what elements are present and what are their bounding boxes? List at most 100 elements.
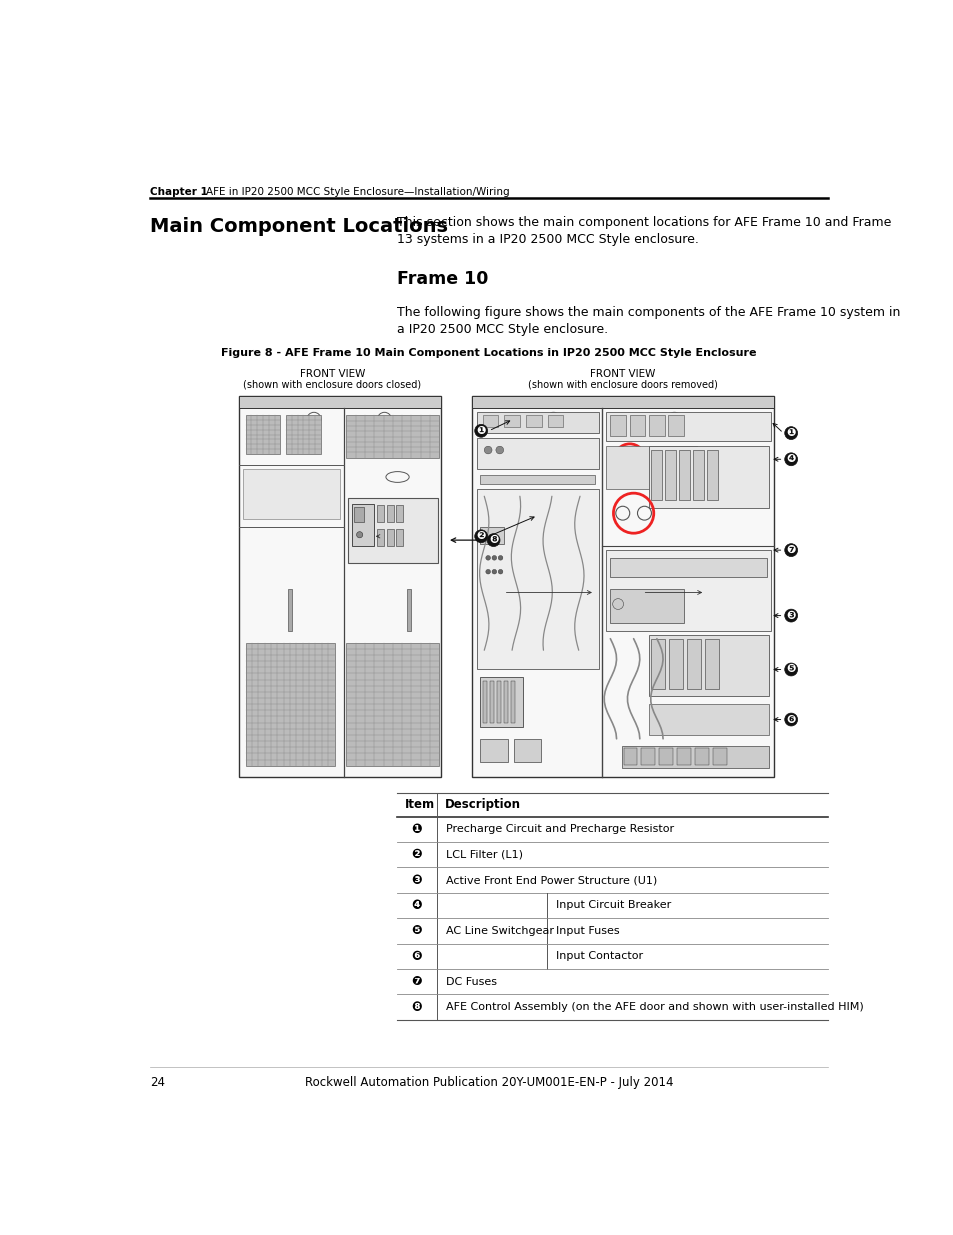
Text: AFE Control Assembly (on the AFE door and shown with user-installed HIM): AFE Control Assembly (on the AFE door an… [446, 1002, 863, 1013]
Text: Input Fuses: Input Fuses [556, 926, 619, 936]
Circle shape [484, 446, 492, 454]
Bar [693, 450, 703, 500]
Text: Active Front End Power Structure (U1): Active Front End Power Structure (U1) [446, 876, 657, 885]
Bar [346, 642, 439, 766]
Text: FRONT VIEW: FRONT VIEW [299, 369, 365, 379]
Bar [664, 450, 676, 500]
Bar [712, 748, 726, 764]
Bar [704, 638, 719, 689]
Text: ❻: ❻ [785, 715, 795, 725]
Bar [476, 438, 598, 469]
Bar [640, 748, 655, 764]
Text: ❽: ❽ [411, 1000, 422, 1014]
Bar [354, 508, 363, 522]
Bar [606, 411, 770, 441]
Text: ❶: ❶ [476, 426, 485, 436]
Text: The following figure shows the main components of the AFE Frame 10 system in: The following figure shows the main comp… [396, 306, 899, 319]
Text: ❶: ❶ [785, 429, 795, 438]
Bar [610, 558, 766, 577]
Text: ❺: ❺ [785, 664, 795, 674]
Bar [669, 638, 682, 689]
Text: AC Line Switchgear: AC Line Switchgear [446, 926, 554, 936]
Bar [480, 474, 595, 484]
Bar [239, 396, 440, 409]
Text: Figure 8 - AFE Frame 10 Main Component Locations in IP20 2500 MCC Style Enclosur: Figure 8 - AFE Frame 10 Main Component L… [221, 348, 756, 358]
Text: ❺: ❺ [411, 925, 422, 937]
Text: Item: Item [404, 798, 435, 811]
Bar [482, 680, 487, 724]
Bar [245, 642, 335, 766]
Bar [286, 415, 320, 454]
Bar [377, 529, 384, 546]
Text: Chapter 1: Chapter 1 [150, 186, 208, 196]
Text: ❸: ❸ [785, 610, 795, 621]
Bar [547, 415, 562, 427]
Circle shape [612, 599, 623, 609]
Bar [668, 415, 683, 436]
Bar [621, 746, 769, 768]
Text: (shown with enclosure doors removed): (shown with enclosure doors removed) [528, 380, 718, 390]
Bar [406, 589, 411, 631]
Text: Input Contactor: Input Contactor [556, 951, 643, 961]
Bar [243, 469, 340, 520]
Text: LCL Filter (L1): LCL Filter (L1) [446, 850, 523, 860]
Bar [706, 450, 718, 500]
Bar [386, 529, 394, 546]
Text: (shown with enclosure doors closed): (shown with enclosure doors closed) [243, 380, 421, 390]
Bar [648, 704, 768, 735]
Bar [659, 748, 673, 764]
Bar [377, 505, 384, 522]
Bar [395, 505, 402, 522]
Text: 24: 24 [150, 1076, 165, 1089]
Text: ❼: ❼ [411, 976, 422, 988]
Text: Rockwell Automation Publication 20Y-UM001E-EN-P - July 2014: Rockwell Automation Publication 20Y-UM00… [304, 1076, 673, 1089]
Bar [395, 529, 402, 546]
Text: Input Circuit Breaker: Input Circuit Breaker [556, 900, 671, 910]
Text: Frame 10: Frame 10 [396, 270, 488, 288]
Text: ❶: ❶ [411, 823, 422, 836]
Bar [480, 677, 522, 727]
Bar [510, 680, 515, 724]
Bar [610, 415, 625, 436]
Text: ❼: ❼ [785, 545, 795, 556]
Bar [623, 748, 637, 764]
Text: Main Component Locations: Main Component Locations [150, 217, 448, 236]
Bar [288, 589, 292, 631]
Text: AFE in IP20 2500 MCC Style Enclosure—Installation/Wiring: AFE in IP20 2500 MCC Style Enclosure—Ins… [206, 186, 509, 196]
Bar [525, 415, 541, 427]
Bar [472, 396, 773, 777]
Bar [504, 415, 519, 427]
Bar [482, 415, 497, 427]
Bar [386, 505, 394, 522]
Circle shape [492, 556, 497, 561]
Bar [476, 489, 598, 669]
Bar [503, 680, 508, 724]
Bar [476, 411, 598, 433]
Bar [629, 415, 644, 436]
Bar [245, 415, 280, 454]
Circle shape [492, 569, 497, 574]
Bar [694, 748, 708, 764]
Text: ❹: ❹ [411, 899, 422, 911]
Bar [472, 396, 773, 409]
Text: DC Fuses: DC Fuses [446, 977, 497, 987]
Bar [239, 396, 440, 777]
Bar [651, 638, 664, 689]
Bar [610, 589, 683, 624]
Circle shape [497, 569, 502, 574]
Text: This section shows the main component locations for AFE Frame 10 and Frame: This section shows the main component lo… [396, 216, 890, 228]
Bar [648, 635, 768, 697]
Bar [489, 680, 494, 724]
Text: ❹: ❹ [785, 454, 795, 464]
Text: Description: Description [444, 798, 520, 811]
Bar [648, 446, 768, 508]
Text: ❽: ❽ [488, 535, 497, 545]
Bar [686, 638, 700, 689]
Text: ❸: ❸ [411, 873, 422, 887]
Bar [679, 450, 689, 500]
Bar [346, 415, 439, 458]
Circle shape [485, 569, 490, 574]
Text: Precharge Circuit and Precharge Resistor: Precharge Circuit and Precharge Resistor [446, 824, 674, 835]
Circle shape [485, 556, 490, 561]
Bar [480, 527, 503, 543]
